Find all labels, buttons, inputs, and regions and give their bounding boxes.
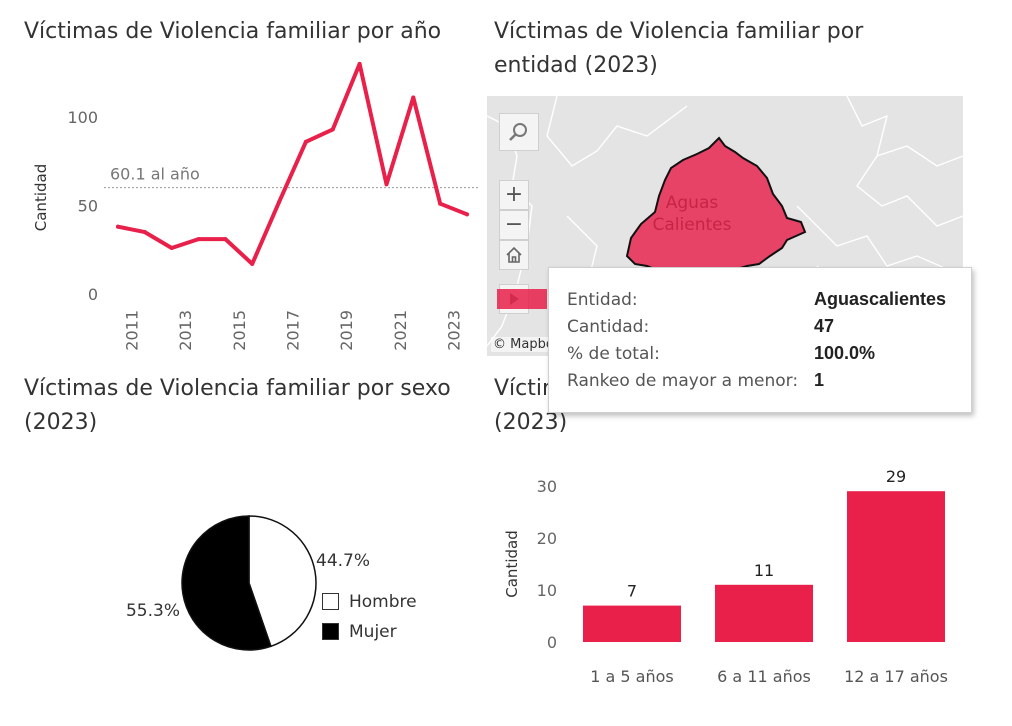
tooltip-key: % de total: xyxy=(567,344,660,364)
y-tick-label: 20 xyxy=(537,529,557,548)
zoom-in-icon: + xyxy=(504,182,524,207)
y-tick-label: 100 xyxy=(67,108,98,127)
x-tick-label: 2011 xyxy=(122,310,141,351)
x-tick-label: 2023 xyxy=(445,310,464,351)
chart-title-por-sexo: Víctimas de Violencia familiar por sexo … xyxy=(24,376,451,435)
y-axis-label: Cantidad xyxy=(503,530,521,597)
series-line xyxy=(116,61,469,266)
data-point xyxy=(384,182,389,187)
data-point xyxy=(411,95,416,100)
legend-item-hombre[interactable]: Hombre xyxy=(322,592,417,622)
map-region-label: Aguas Calientes xyxy=(652,193,732,235)
y-axis-label: Cantidad xyxy=(32,164,50,231)
y-tick-label: 10 xyxy=(537,581,557,600)
legend-label-hombre: Hombre xyxy=(349,592,417,612)
chart-title-por-edad-year: (2023) xyxy=(494,410,568,435)
zoom-out-icon: − xyxy=(504,212,524,237)
chart-title-por-entidad: Víctimas de Violencia familiar por entid… xyxy=(494,19,864,78)
x-category-label: 1 a 5 años xyxy=(590,667,674,686)
data-point xyxy=(303,139,308,144)
x-tick-label: 2015 xyxy=(230,310,249,351)
legend-swatch-mujer xyxy=(322,623,339,640)
tooltip-value: 47 xyxy=(814,316,835,336)
x-category-label: 12 a 17 años xyxy=(844,667,948,686)
x-tick-label: 2019 xyxy=(337,310,356,351)
tooltip-row: Entidad: Aguascalientes xyxy=(567,286,946,312)
pie-label-hombre: 44.7% xyxy=(316,551,370,571)
data-point xyxy=(116,224,120,229)
data-point xyxy=(465,212,469,217)
bar-value-label: 29 xyxy=(886,467,906,486)
data-point xyxy=(169,245,174,250)
y-tick-label: 0 xyxy=(547,633,557,652)
pie-chart[interactable]: 44.7% 55.3% xyxy=(0,440,490,720)
bar-2[interactable] xyxy=(715,584,813,642)
line-chart[interactable]: 0 50 100 Cantidad 60.1 al año 2011 2013 2015 201… xyxy=(0,60,490,360)
pie-slice-hombre xyxy=(248,515,317,648)
data-point xyxy=(438,201,443,206)
legend-swatch-hombre xyxy=(322,593,339,610)
bar-value-label: 11 xyxy=(754,561,774,580)
home-icon xyxy=(506,246,522,263)
legend-label-mujer: Mujer xyxy=(349,622,397,642)
map-home-button[interactable] xyxy=(499,240,529,270)
x-tick-label: 2017 xyxy=(284,310,303,351)
bar-1[interactable] xyxy=(583,605,681,642)
map-zoom-out-button[interactable]: − xyxy=(499,210,529,240)
map-legend-swatch xyxy=(497,289,547,309)
pie-legend: Hombre Mujer xyxy=(322,592,417,652)
y-tick-label: 0 xyxy=(88,285,98,304)
tooltip-value: 100.0% xyxy=(814,343,876,363)
search-icon xyxy=(509,123,527,141)
map-zoom-in-button[interactable]: + xyxy=(499,180,529,210)
pie-slice-mujer xyxy=(181,515,272,651)
data-point xyxy=(277,199,282,204)
data-point xyxy=(142,230,147,235)
x-tick-label: 2013 xyxy=(176,310,195,351)
bar-chart[interactable]: 0 10 20 30 Cantidad 7 1 a 5 años 11 6 a 11 años 2… xyxy=(490,450,970,700)
bar-value-label: 7 xyxy=(627,582,637,601)
data-point xyxy=(250,261,255,266)
x-category-label: 6 a 11 años xyxy=(717,667,811,686)
data-point xyxy=(196,237,201,242)
pie-label-mujer: 55.3% xyxy=(126,601,180,621)
map-attribution[interactable]: © Mapbox xyxy=(491,337,564,352)
tooltip-key: Rankeo de mayor a menor: xyxy=(567,371,799,391)
tooltip-row: Rankeo de mayor a menor: 1 xyxy=(567,367,824,393)
data-point xyxy=(357,61,362,66)
tooltip-value: 1 xyxy=(814,370,825,390)
y-tick-label: 30 xyxy=(537,477,557,496)
chart-title-por-ano: Víctimas de Violencia familiar por año xyxy=(24,19,442,44)
tooltip-key: Entidad: xyxy=(567,290,638,310)
reference-label: 60.1 al año xyxy=(110,165,200,184)
x-tick-label: 2021 xyxy=(391,310,410,351)
data-point xyxy=(330,127,335,132)
data-point xyxy=(223,237,228,242)
tooltip-value: Aguascalientes xyxy=(814,289,947,309)
tooltip-row: % de total: 100.0% xyxy=(567,340,875,366)
map-tooltip: Entidad: Aguascalientes Cantidad: 47 % de to… xyxy=(548,267,972,413)
tooltip-key: Cantidad: xyxy=(567,317,650,337)
tooltip-row: Cantidad: 47 xyxy=(567,313,834,339)
map-search-button[interactable] xyxy=(499,113,539,151)
bar-3[interactable] xyxy=(847,491,945,642)
y-tick-label: 50 xyxy=(78,197,98,216)
legend-item-mujer[interactable]: Mujer xyxy=(322,622,417,652)
